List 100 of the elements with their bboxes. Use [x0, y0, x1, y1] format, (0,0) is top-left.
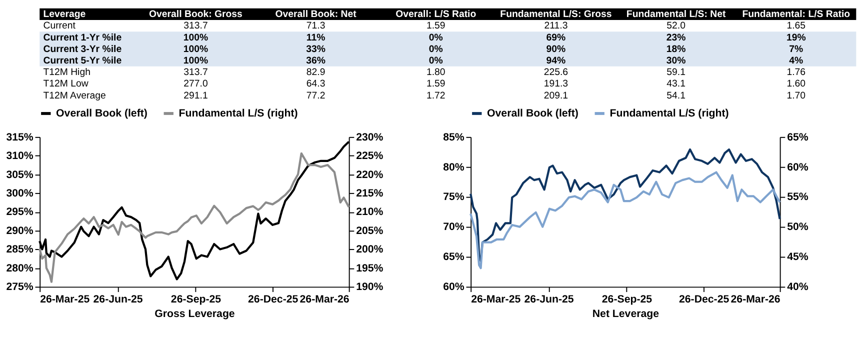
x-tick-label: 26-Mar-26 [730, 294, 780, 306]
y-tick-label: 290% [6, 224, 34, 237]
data-label: 0% [428, 55, 444, 66]
y-tick-label: 310% [6, 150, 34, 162]
y-tick-label: 80% [443, 161, 465, 174]
data-label: 1.70 [786, 90, 806, 102]
x-tick-label: 26-Jun-25 [93, 294, 143, 306]
y2-tick-label: 210% [356, 206, 384, 218]
data-label: 191.3 [544, 78, 568, 90]
data-label: 1.60 [786, 78, 806, 90]
data-label: 313.7 [184, 67, 208, 78]
data-label: 277.0 [184, 78, 208, 90]
data-label: 36% [306, 55, 326, 66]
y-tick-label: 295% [6, 206, 34, 218]
y-tick-label: Current 1-Yr %ile [43, 32, 122, 44]
data-label: 82.9 [306, 67, 326, 78]
x-tick-label: Fundamental: L/S Ratio [742, 9, 850, 20]
data-label: 52.0 [666, 20, 686, 32]
y-tick-label: 85% [443, 131, 465, 144]
y2-tick-label: 65% [787, 131, 809, 144]
data-label: 225.6 [544, 67, 568, 78]
line-series [470, 171, 781, 270]
data-label: 100% [183, 44, 208, 55]
y2-tick-label: 230% [356, 131, 384, 144]
data-label: 100% [183, 55, 208, 66]
data-label: 69% [546, 32, 566, 44]
x-tick-label: 26-Jun-25 [524, 294, 574, 306]
y-tick-label: 65% [443, 251, 465, 264]
data-label: 30% [666, 55, 686, 66]
y-tick-label: 70% [443, 221, 465, 234]
data-label: 4% [789, 55, 804, 66]
line-series [470, 148, 781, 262]
data-label: 54.1 [666, 90, 686, 102]
x-tick-label: Fundamental L/S: Net [626, 9, 726, 20]
data-label: 1.59 [426, 20, 446, 32]
data-label: 211.3 [544, 20, 568, 32]
legend-label: Overall Book (left) [56, 107, 148, 120]
data-label: 1.76 [786, 67, 806, 78]
y2-tick-label: 190% [356, 281, 384, 294]
x-tick-label: Overall Book: Gross [149, 9, 242, 20]
data-label: 291.1 [184, 90, 208, 102]
data-label: 94% [546, 55, 566, 66]
data-label: 64.3 [306, 78, 326, 90]
y2-tick-label: 225% [356, 150, 384, 162]
x-tick-label: 26-Mar-26 [300, 294, 350, 306]
data-label: 90% [546, 44, 566, 55]
y2-tick-label: 215% [356, 187, 384, 200]
y2-tick-label: 200% [356, 244, 384, 256]
data-label: 43.1 [666, 78, 686, 90]
data-label: 0% [428, 32, 444, 44]
data-label: 77.2 [306, 90, 326, 102]
x-axis-title: Net Leverage [592, 308, 660, 320]
data-label: 33% [306, 44, 326, 55]
y-tick-label: 75% [443, 191, 465, 204]
data-label: 1.80 [426, 67, 446, 78]
y-axis-title: Leverage [43, 9, 86, 20]
data-label: 7% [789, 44, 804, 55]
legend-label: Overall Book (left) [487, 107, 578, 120]
y-tick-label: 300% [6, 187, 34, 200]
data-label: 209.1 [544, 90, 568, 102]
y2-tick-label: 55% [787, 191, 809, 204]
data-label: 71.3 [306, 20, 326, 32]
y-tick-label: Current 5-Yr %ile [43, 55, 122, 66]
y-tick-label: 315% [6, 131, 34, 144]
y2-tick-label: 40% [787, 281, 809, 294]
data-label: 1.65 [786, 20, 806, 32]
legend-label: Fundamental L/S (right) [178, 107, 298, 120]
x-tick-label: Fundamental L/S: Gross [500, 9, 612, 20]
data-label: 313.7 [184, 20, 208, 32]
x-tick-label: 26-Dec-25 [248, 294, 298, 306]
x-tick-label: Overall: L/S Ratio [396, 9, 476, 20]
x-tick-label: 26-Mar-25 [40, 294, 90, 306]
y-tick-label: T12M Average [43, 90, 106, 102]
data-label: 1.59 [426, 78, 446, 90]
y2-tick-label: 50% [787, 221, 809, 234]
data-label: 19% [786, 32, 806, 44]
y2-tick-label: 195% [356, 262, 384, 274]
x-axis-title: Gross Leverage [154, 308, 235, 320]
y-tick-label: 60% [443, 281, 465, 294]
data-label: 11% [306, 32, 326, 44]
data-label: 1.72 [426, 90, 446, 102]
y-tick-label: 280% [6, 262, 34, 274]
y-tick-label: T12M High [43, 67, 90, 78]
y2-tick-label: 220% [356, 168, 384, 181]
x-tick-label: 26-Sep-25 [602, 294, 652, 306]
data-label: 0% [428, 44, 444, 55]
y2-tick-label: 205% [356, 224, 384, 237]
data-label: 59.1 [666, 67, 686, 78]
y-tick-label: 285% [6, 244, 34, 256]
y-tick-label: Current 3-Yr %ile [43, 44, 122, 55]
data-label: 18% [666, 44, 686, 55]
data-label: 23% [666, 32, 686, 44]
x-tick-label: 26-Sep-25 [170, 294, 222, 306]
legend-label: Fundamental L/S (right) [610, 107, 729, 120]
y-tick-label: 275% [6, 281, 34, 294]
x-tick-label: Overall Book: Net [275, 9, 358, 20]
y2-tick-label: 45% [787, 251, 809, 264]
y-tick-label: 305% [6, 168, 34, 181]
x-tick-label: 26-Mar-25 [471, 294, 521, 306]
y-tick-label: T12M Low [43, 78, 88, 90]
